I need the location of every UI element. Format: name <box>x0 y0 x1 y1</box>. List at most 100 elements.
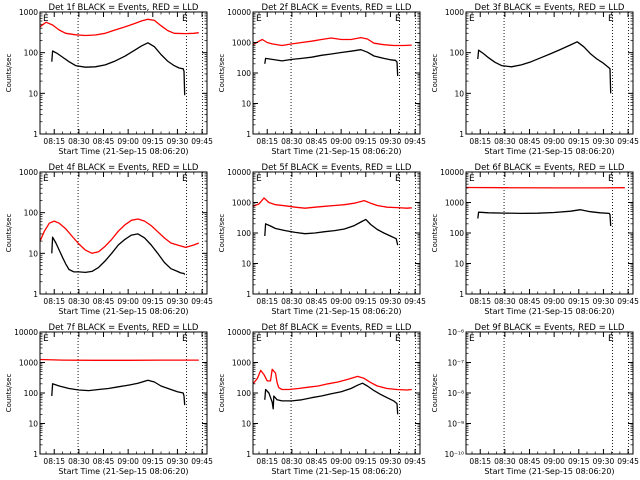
panel-title: Det 7f BLACK = Events, RED = LLD <box>49 323 199 333</box>
x-tick-label: 09:30 <box>167 137 189 146</box>
events-series-line <box>264 49 399 77</box>
y-tick-label: 100 <box>450 229 465 238</box>
x-axis-label: Start Time (21-Sep-15 08:06:20) <box>484 147 614 156</box>
y-tick-label: 1 <box>33 290 38 299</box>
x-tick-label: 08:15 <box>469 297 491 306</box>
x-tick-label: 08:30 <box>281 297 303 306</box>
x-tick-label: 09:45 <box>617 457 639 466</box>
x-tick-label: 09:00 <box>117 297 139 306</box>
y-axis-label: Counts/sec <box>431 374 439 413</box>
panel-title: Det 2f BLACK = Events, RED = LLD <box>262 3 412 13</box>
panel-title: Det 9f BLACK = Events, RED = LLD <box>475 323 625 333</box>
y-tick-label: 10000 <box>14 328 38 337</box>
y-tick-label: 100 <box>237 389 252 398</box>
x-tick-label: 09:15 <box>568 457 590 466</box>
y-tick-label: 1 <box>246 290 251 299</box>
plot-frame <box>39 11 208 135</box>
plot-frame <box>39 171 208 295</box>
y-axis-label: Counts/sec <box>5 374 13 413</box>
y-tick-label: 10 <box>28 89 38 98</box>
x-tick-label: 09:30 <box>167 457 189 466</box>
panel-title: Det 1f BLACK = Events, RED = LLD <box>49 3 199 13</box>
events-series-line <box>51 379 186 406</box>
y-tick-label: 1000 <box>19 168 38 177</box>
x-axis-label: Start Time (21-Sep-15 08:06:20) <box>58 147 188 156</box>
segment-marker: E <box>256 14 262 24</box>
plot-frame <box>465 11 634 135</box>
y-tick-label: 100 <box>237 69 252 78</box>
x-axis-label: Start Time (21-Sep-15 08:06:20) <box>58 307 188 316</box>
x-tick-label: 09:00 <box>543 297 565 306</box>
events-series-line <box>477 209 612 227</box>
x-tick-label: 08:45 <box>519 137 541 146</box>
x-tick-label: 09:30 <box>380 137 402 146</box>
x-axis-label: Start Time (21-Sep-15 08:06:20) <box>271 467 401 476</box>
lld-series-line <box>39 18 199 37</box>
y-tick-label: 10000 <box>227 8 251 17</box>
x-tick-label: 09:45 <box>404 457 426 466</box>
y-tick-label: 1 <box>246 450 251 459</box>
lld-series-line <box>252 368 412 391</box>
y-tick-label: 1000 <box>232 39 251 48</box>
y-tick-label: 1000 <box>232 199 251 208</box>
y-tick-label: 10000 <box>227 328 251 337</box>
y-tick-label: 10 <box>241 420 251 429</box>
y-tick-label: 1 <box>33 130 38 139</box>
y-tick-label: 10000 <box>440 168 464 177</box>
y-tick-label: 1 <box>459 130 464 139</box>
x-tick-label: 09:45 <box>191 457 213 466</box>
y-tick-label: 1 <box>33 450 38 459</box>
panel-title: Det 5f BLACK = Events, RED = LLD <box>262 163 412 173</box>
x-tick-label: 09:45 <box>404 297 426 306</box>
x-tick-label: 09:45 <box>191 297 213 306</box>
lld-series-line <box>39 358 199 361</box>
x-tick-label: 08:30 <box>281 137 303 146</box>
y-tick-label: 10000 <box>227 168 251 177</box>
y-tick-label: 1 <box>459 290 464 299</box>
segment-marker: E <box>469 14 475 24</box>
x-tick-label: 09:15 <box>355 457 377 466</box>
y-tick-label: 10 <box>241 100 251 109</box>
x-axis-label: Start Time (21-Sep-15 08:06:20) <box>271 147 401 156</box>
x-axis-label: Start Time (21-Sep-15 08:06:20) <box>484 467 614 476</box>
segment-marker: E <box>608 14 614 24</box>
x-tick-label: 09:00 <box>330 457 352 466</box>
x-tick-label: 08:30 <box>68 457 90 466</box>
y-tick-label: 10⁻¹⁰ <box>444 450 464 459</box>
y-tick-label: 100 <box>237 229 252 238</box>
y-tick-label: 100 <box>24 389 39 398</box>
lld-series-line <box>252 197 412 209</box>
y-tick-label: 1000 <box>232 359 251 368</box>
y-axis-label: Counts/sec <box>5 54 13 93</box>
x-tick-label: 09:00 <box>117 137 139 146</box>
y-axis-label: Counts/sec <box>218 374 226 413</box>
y-tick-label: 1000 <box>445 8 464 17</box>
segment-marker: E <box>395 174 401 184</box>
y-axis-label: Counts/sec <box>431 54 439 93</box>
panel-title: Det 4f BLACK = Events, RED = LLD <box>49 163 199 173</box>
y-tick-label: 1000 <box>19 8 38 17</box>
x-tick-label: 08:45 <box>306 137 328 146</box>
x-tick-label: 09:15 <box>142 297 164 306</box>
x-tick-label: 08:45 <box>306 457 328 466</box>
x-tick-label: 08:15 <box>469 457 491 466</box>
x-tick-label: 09:15 <box>355 297 377 306</box>
x-tick-label: 08:15 <box>43 457 65 466</box>
y-axis-label: Counts/sec <box>431 214 439 253</box>
y-tick-label: 10 <box>454 89 464 98</box>
x-tick-label: 08:30 <box>68 297 90 306</box>
panel-title: Det 8f BLACK = Events, RED = LLD <box>262 323 412 333</box>
segment-marker: E <box>608 334 614 344</box>
y-tick-label: 1 <box>246 130 251 139</box>
segment-marker: E <box>395 334 401 344</box>
x-tick-label: 08:15 <box>43 297 65 306</box>
x-tick-label: 08:15 <box>43 137 65 146</box>
events-series-line <box>51 233 186 275</box>
x-axis-label: Start Time (21-Sep-15 08:06:20) <box>271 307 401 316</box>
lld-series-line <box>39 218 200 254</box>
